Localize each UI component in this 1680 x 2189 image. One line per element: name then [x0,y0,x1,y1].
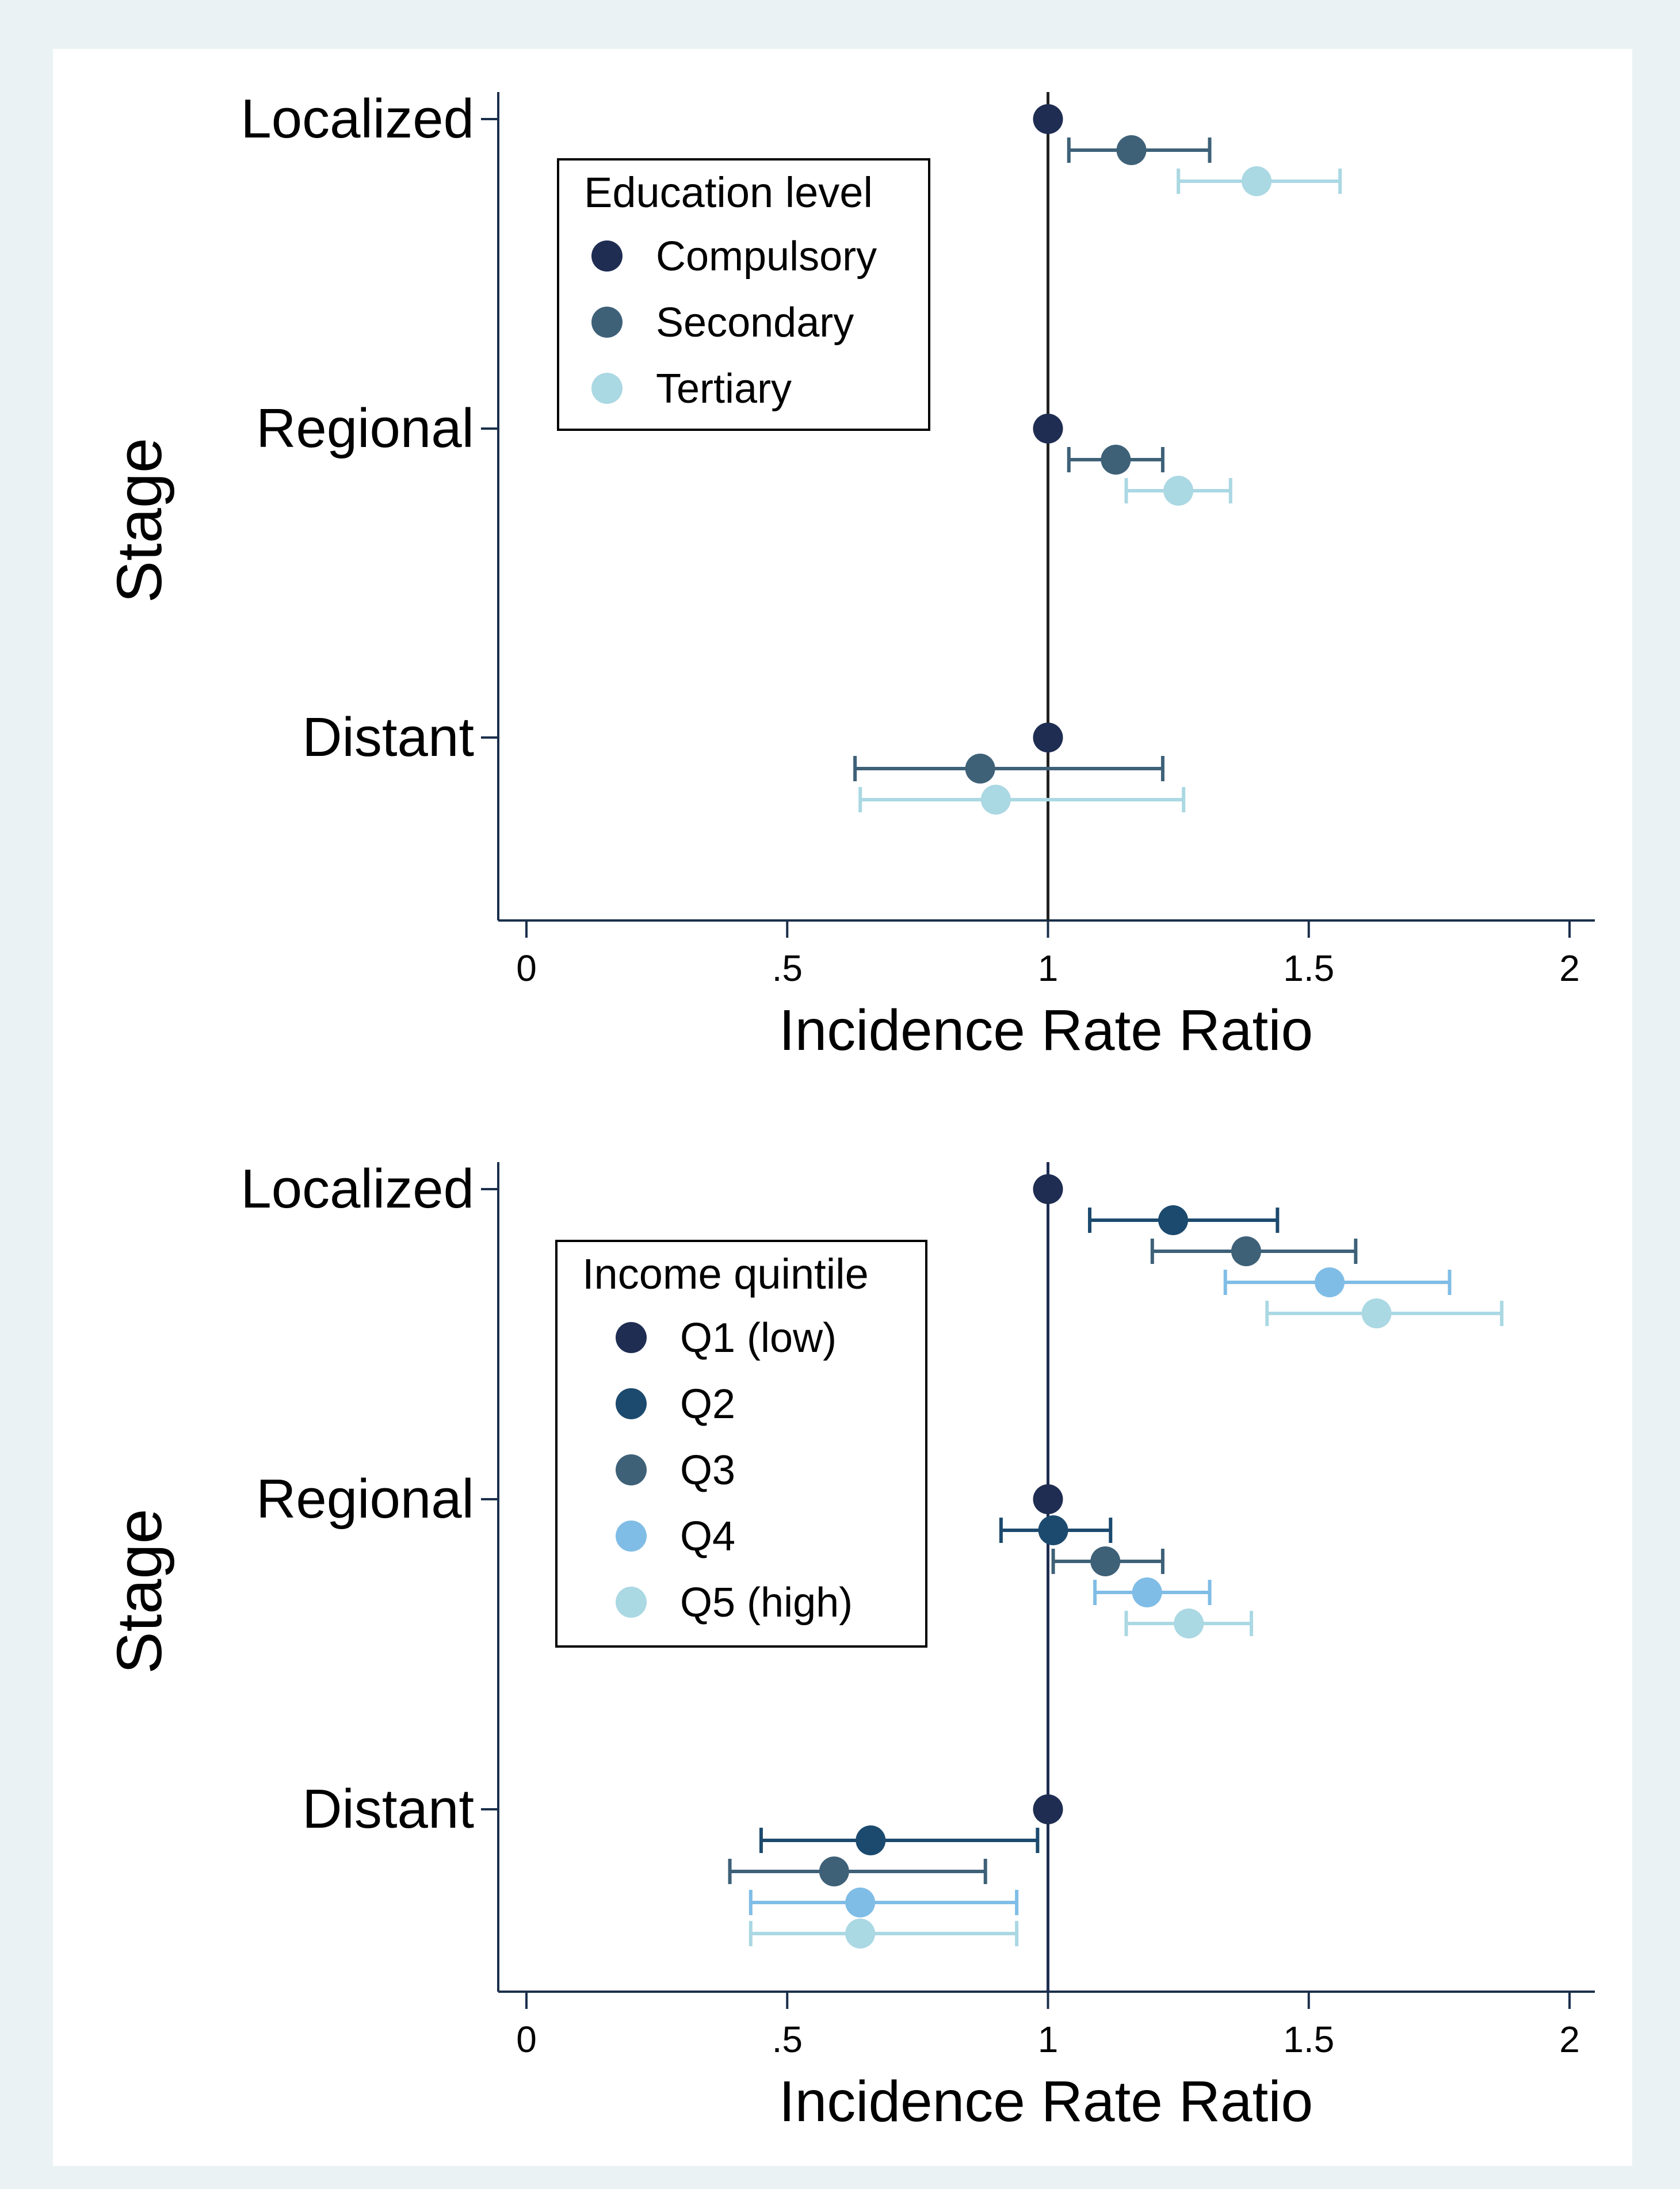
legend-label: Secondary [656,300,854,346]
legend-marker [591,373,623,404]
x-tick-label: 1 [1038,948,1059,989]
data-point [1033,1484,1063,1514]
y-axis-title: Stage [104,1508,175,1674]
legend: Income quintile Q1 (low) Q2 Q3 Q4 Q5 (high) [555,1240,927,1648]
x-tick-label: 0 [516,948,537,989]
x-tick-label: .5 [772,948,803,989]
legend-label: Q2 [680,1381,735,1427]
data-point [1315,1267,1345,1297]
x-tick-label: .5 [772,2019,803,2060]
data-point [980,785,1011,815]
chart-panel-1: Localized Regional Distant 0 .5 1 1.5 2 Incidenc… [104,88,1595,1063]
data-point [845,1919,876,1949]
legend-marker [591,240,623,272]
legend-box [555,1240,927,1648]
data-point [1090,1546,1121,1576]
data-point [1033,104,1063,134]
data-point [1033,1794,1063,1824]
x-tick-label: 0 [516,2019,537,2060]
data-point [1361,1298,1392,1328]
data-point [856,1825,886,1855]
legend-label: Tertiary [656,366,792,412]
data-point [1132,1577,1162,1607]
legend-marker [616,1587,647,1618]
data-point [1174,1609,1204,1638]
legend-label: Q1 (low) [680,1315,837,1361]
data-point [1242,166,1272,196]
legend: Education level Compulsory Secondary Tertia… [557,158,930,431]
x-axis-title: Incidence Rate Ratio [779,998,1313,1063]
y-tick-label: Distant [302,1778,474,1840]
x-tick-label: 1.5 [1283,948,1334,989]
legend-title: Education level [584,169,873,216]
data-point [1033,414,1063,444]
y-tick-label: Distant [302,706,474,768]
legend-marker [616,1388,647,1419]
data-point [1033,1174,1063,1204]
legend-marker [616,1454,647,1485]
x-tick-label: 2 [1559,948,1580,989]
legend-title: Income quintile [582,1250,869,1298]
legend-label: Q5 (high) [680,1580,853,1626]
legend-marker [616,1322,647,1353]
data-point [1038,1515,1068,1545]
x-tick-label: 2 [1559,2019,1580,2060]
y-tick-label: Localized [240,88,474,150]
x-tick-label: 1 [1038,2019,1059,2060]
data-point [1033,723,1063,752]
data-point [1163,476,1194,506]
legend-label: Q3 [680,1447,735,1493]
legend-label: Compulsory [656,234,877,280]
data-point [965,754,995,784]
data-point [1116,135,1147,165]
legend-label: Q4 [680,1514,735,1560]
data-point [1101,445,1131,475]
chart-panel-2: Localized Regional Distant 0 .5 1 1.5 2 Incidenc… [104,1158,1595,2134]
y-tick-label: Localized [240,1158,474,1220]
data-point [819,1856,849,1886]
y-tick-label: Regional [256,1468,474,1530]
y-axis-title: Stage [104,438,175,603]
data-point [1231,1236,1261,1266]
data-point [1158,1205,1189,1235]
x-tick-label: 1.5 [1283,2019,1334,2060]
legend-marker [591,307,623,338]
data-point [845,1888,876,1917]
x-axis-title: Incidence Rate Ratio [779,2069,1313,2134]
y-tick-label: Regional [256,398,474,459]
legend-marker [616,1521,647,1552]
